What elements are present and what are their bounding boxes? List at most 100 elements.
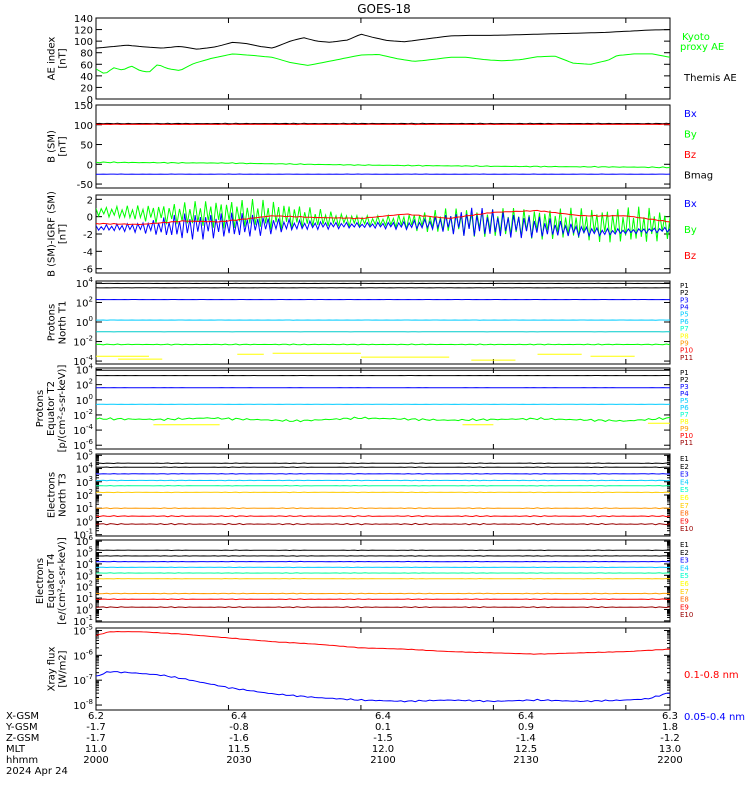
- series-line: [96, 484, 670, 487]
- legend-entry: P11: [680, 439, 693, 447]
- legend-entry: P1: [680, 369, 689, 377]
- panel-frame: [95, 17, 671, 100]
- legend-entry: Kyoto: [682, 32, 710, 43]
- legend-entry: E7: [680, 502, 689, 510]
- legend-entry: P5: [680, 397, 689, 405]
- y-tick-label: 10-8: [73, 698, 93, 712]
- series-line: [96, 592, 670, 595]
- y-tick-label: 103: [76, 475, 93, 489]
- y-axis-label: Xray flux: [47, 647, 58, 692]
- y-tick-label: 10-4: [73, 354, 93, 368]
- legend-entry: E10: [680, 525, 693, 533]
- legend-entry: E6: [680, 580, 689, 588]
- y-tick-label: 102: [76, 488, 93, 502]
- y-tick-label: 105: [76, 546, 93, 560]
- series-line: [96, 606, 670, 609]
- panel-frame: [95, 627, 671, 711]
- series-line: [96, 522, 670, 526]
- y-axis-label: B (SM): [47, 130, 58, 163]
- y-tick-label: 80: [80, 49, 93, 60]
- ephemeris-value: 2000: [83, 755, 108, 766]
- ephemeris-value: 1.8: [662, 722, 678, 733]
- series-line: [96, 671, 670, 703]
- y-tick-label: -6: [83, 265, 93, 276]
- y-tick-label: 104: [76, 557, 94, 571]
- legend-entry: E4: [680, 564, 689, 572]
- y-axis-label: North T1: [58, 301, 69, 345]
- y-tick-label: 102: [76, 295, 93, 309]
- y-axis-label: B (SM)-IGRF (SM): [47, 191, 58, 277]
- y-tick-label: 104: [76, 363, 94, 377]
- ephemeris-row-label: X-GSM: [6, 711, 39, 722]
- legend-entry: P1: [680, 282, 689, 290]
- series-line: [96, 566, 670, 569]
- ephemeris-value: 2130: [513, 755, 538, 766]
- y-tick-label: 10-1: [73, 614, 93, 628]
- legend-entry: P8: [680, 418, 689, 426]
- ephemeris-value: -1.2: [660, 733, 680, 744]
- y-tick-label: 10-2: [73, 408, 93, 422]
- series-line: [96, 549, 670, 552]
- y-tick-label: 100: [76, 393, 93, 407]
- legend-entry: P3: [680, 296, 689, 304]
- legend-entry: 0.1-0.8 nm: [684, 670, 739, 681]
- legend-entry: P6: [680, 404, 689, 412]
- series-line: [96, 462, 670, 465]
- y-axis-label: [nT]: [58, 48, 69, 68]
- legend-entry: E8: [680, 596, 689, 604]
- y-tick-label: 100: [74, 37, 93, 48]
- ephemeris-value: -1.5: [373, 733, 393, 744]
- legend-entry: E6: [680, 494, 689, 502]
- legend-entry: Bz: [684, 251, 696, 262]
- y-tick-label: 10-1: [73, 528, 93, 542]
- y-tick-label: 20: [80, 83, 93, 94]
- y-tick-label: 104: [76, 462, 94, 476]
- series-group: [96, 630, 670, 703]
- series-group: [96, 462, 670, 526]
- y-tick-label: 10-4: [73, 423, 93, 437]
- series-line: [96, 53, 670, 74]
- y-tick-label: 106: [76, 534, 94, 548]
- series-line: [96, 572, 670, 574]
- y-tick-label: 60: [80, 60, 93, 71]
- y-tick-label: 40: [80, 72, 93, 83]
- series-line: [96, 515, 670, 518]
- y-tick-label: 101: [76, 501, 93, 515]
- legend-entry: 0.05-0.4 nm: [684, 712, 745, 723]
- legend-entry: By: [684, 130, 697, 141]
- panel-bsm: -50 0 50 100 150 B (SM) [nT] Bx By Bz Bmag: [47, 101, 714, 191]
- ephemeris-value: 11.5: [228, 744, 250, 755]
- ephemeris-value: -1.7: [86, 733, 106, 744]
- series-line: [96, 466, 670, 469]
- y-tick-label: 10-6: [73, 438, 93, 452]
- legend-entry: E9: [680, 603, 689, 611]
- y-axis-label: Protons: [47, 304, 58, 341]
- y-axis-label: Equator T2: [46, 381, 57, 436]
- ephemeris-value: 2100: [370, 755, 395, 766]
- legend-entry: E2: [680, 463, 689, 471]
- legend-entry: E7: [680, 588, 689, 596]
- date-label: 2024 Apr 24: [6, 766, 68, 777]
- y-tick-label: 104: [76, 276, 94, 290]
- series-group: [96, 199, 670, 243]
- ephemeris-value: 6.3: [662, 711, 678, 722]
- series-line: [96, 29, 670, 50]
- legend-entry: P3: [680, 383, 689, 391]
- ephemeris-row-label: hhmm: [6, 755, 38, 766]
- legend-entry: P5: [680, 311, 689, 319]
- y-axis-label: [p/(cm²-s-sr-keV)]: [57, 365, 68, 453]
- series-line: [96, 161, 670, 169]
- legend-entry: P10: [680, 347, 693, 355]
- y-tick-label: 103: [76, 568, 93, 582]
- legend-entry: P10: [680, 432, 693, 440]
- legend-entry: P7: [680, 325, 689, 333]
- y-tick-label: 102: [76, 378, 93, 392]
- ephemeris-value: 6.4: [231, 711, 247, 722]
- ephemeris-row-label: Z-GSM: [6, 733, 39, 744]
- series-line: [96, 473, 670, 475]
- legend-entry: E2: [680, 549, 689, 557]
- y-tick-label: 50: [80, 141, 93, 152]
- ephemeris-value: 13.0: [659, 744, 681, 755]
